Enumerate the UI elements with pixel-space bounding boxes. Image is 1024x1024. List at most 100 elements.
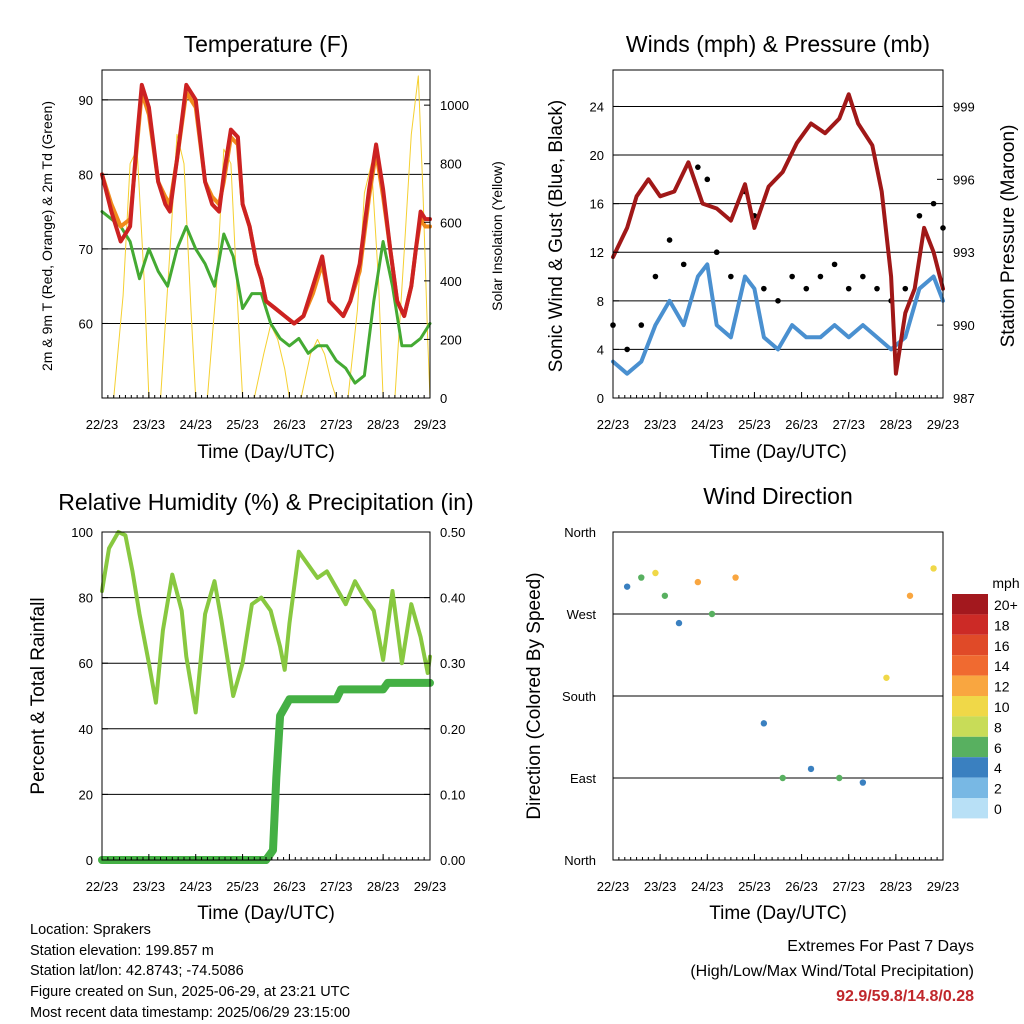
temperature-ytick-label-right: 0: [440, 391, 447, 406]
humidity-ytick-label-right: 0.40: [440, 591, 465, 606]
temperature-ytick-label-right: 400: [440, 274, 462, 289]
direction-xtick-label: 26/23: [785, 879, 818, 894]
humidity-ytick-label: 80: [79, 591, 93, 606]
direction-ytick-label: East: [570, 771, 596, 786]
direction-xtick-label: 28/23: [880, 879, 913, 894]
humidity-gridlines: [102, 597, 430, 795]
direction-point: [732, 574, 739, 581]
gust-point: [803, 285, 810, 292]
humidity-xlabel: Time (Day/UTC): [197, 903, 335, 924]
temperature-xtick-label: 28/23: [367, 417, 400, 432]
direction-panel: Wind Direction NorthEastSouthWestNorth22…: [524, 483, 1020, 924]
humidity-ytick-label: 60: [79, 656, 93, 671]
gust-point: [695, 164, 701, 170]
temperature-title: Temperature (F): [184, 31, 349, 57]
gust-point: [728, 273, 734, 280]
station-pressure-line: [611, 92, 945, 376]
speed-legend: mph 20+ 18 16 14 12 10 8 6 4 2 0: [952, 575, 1020, 819]
winds-xtick-label: 25/23: [738, 417, 771, 432]
winds-ytick-label-right: 987: [953, 391, 975, 406]
station-elevation: Station elevation: 199.857 m: [30, 942, 214, 959]
winds-ytick-label: 24: [590, 99, 604, 114]
legend-label: 10: [994, 699, 1010, 715]
direction-point: [652, 569, 659, 577]
temperature-ytick-label-right: 800: [440, 157, 462, 172]
humidity-ytick-label-right: 0.50: [440, 525, 465, 540]
temperature-ytick-label-right: 1000: [440, 98, 469, 113]
legend-swatch: [952, 736, 988, 758]
gust-point: [831, 261, 838, 268]
total-rainfall-line: [98, 678, 434, 864]
figure-created: Figure created on Sun, 2025-06-29, at 23…: [30, 984, 350, 1001]
gust-point: [666, 237, 673, 243]
legend-swatch: [952, 757, 988, 778]
winds-ytick-label: 8: [597, 294, 604, 309]
winds-ytick-label: 4: [597, 342, 604, 357]
temperature-xtick-label: 24/23: [179, 417, 212, 432]
direction-title: Wind Direction: [703, 483, 853, 509]
humidity-xtick-label: 24/23: [179, 879, 212, 894]
humidity-title: Relative Humidity (%) & Precipitation (i…: [58, 489, 473, 515]
winds-title: Winds (mph) & Pressure (mb): [626, 31, 930, 57]
gust-point: [930, 200, 937, 207]
humidity-ytick-label: 0: [86, 853, 93, 868]
legend-swatch: [952, 696, 988, 717]
legend-label: 6: [994, 740, 1002, 756]
gust-point: [874, 285, 880, 292]
direction-point: [807, 765, 815, 773]
relative-humidity-line: [100, 530, 432, 715]
direction-point: [623, 583, 631, 590]
station-info: Location: Sprakers Station elevation: 19…: [30, 920, 350, 1024]
winds-series: [610, 92, 946, 376]
legend-swatch: [952, 798, 988, 819]
temperature-ytick-label: 70: [79, 242, 93, 257]
winds-xlabel: Time (Day/UTC): [709, 442, 847, 463]
sonic-wind-line: [611, 262, 945, 376]
extremes-values: 92.9/59.8/14.8/0.28: [836, 988, 974, 1005]
humidity-xtick-label: 25/23: [226, 879, 259, 894]
gust-point: [638, 322, 645, 328]
temperature-ytick-label: 90: [79, 93, 93, 108]
direction-ylabel-left: Direction (Colored By Speed): [524, 572, 545, 819]
winds-ytick-label-right: 990: [953, 318, 975, 333]
winds-ylabel-right: Station Pressure (Maroon): [998, 125, 1019, 348]
temperature-ylabel-right: Solar Insolation (Yellow): [489, 161, 505, 311]
direction-xtick-label: 22/23: [597, 879, 630, 894]
winds-ytick-label: 0: [597, 391, 604, 406]
gust-point: [845, 285, 852, 292]
direction-series: [623, 565, 937, 786]
gust-point: [775, 298, 781, 304]
gust-point: [704, 176, 711, 183]
humidity-xtick-label: 23/23: [133, 879, 166, 894]
winds-panel: Winds (mph) & Pressure (mb) 22/23 23/23 24…: [546, 31, 1019, 463]
legend-title: mph: [992, 575, 1019, 591]
direction-point: [708, 610, 716, 618]
direction-xlabel: Time (Day/UTC): [709, 903, 847, 924]
direction-xtick-label: 23/23: [644, 879, 677, 894]
station-location: Location: Sprakers: [30, 922, 151, 938]
direction-ytick-label: West: [567, 607, 597, 622]
winds-ytick-label: 20: [590, 148, 604, 163]
temperature-ytick-label-right: 200: [440, 332, 462, 347]
direction-ytick-label: North: [564, 525, 596, 540]
legend-label: 20+: [994, 597, 1018, 613]
direction-point: [675, 619, 683, 627]
humidity-panel: Relative Humidity (%) & Precipitation (i…: [28, 489, 474, 924]
temperature-ytick-label: 80: [79, 167, 93, 182]
legend-label: 18: [994, 617, 1010, 633]
winds-xtick-label: 29/23: [927, 417, 960, 432]
direction-ytick-label: South: [562, 689, 596, 704]
direction-point: [638, 574, 645, 581]
gust-point: [713, 249, 720, 256]
winds-xtick-label: 27/23: [832, 417, 865, 432]
winds-xtick-label: 26/23: [785, 417, 818, 432]
temp-2m-line: [100, 82, 432, 326]
temperature-ticks: 22/23 23/23 24/23 25/23 26/23 27/23 28/23 29/23…: [79, 93, 469, 432]
direction-xtick-label: 25/23: [738, 879, 771, 894]
gust-point: [916, 212, 923, 219]
legend-swatch: [952, 655, 988, 676]
temperature-xtick-label: 29/23: [414, 417, 447, 432]
humidity-ytick-label-right: 0.20: [440, 722, 465, 737]
